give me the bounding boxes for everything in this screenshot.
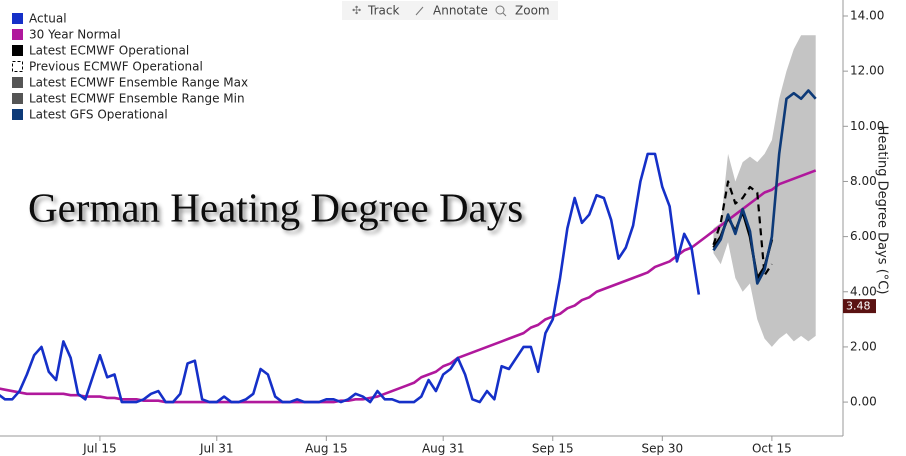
y-tick-label: 6.00 <box>850 229 877 243</box>
legend-label: Latest ECMWF Ensemble Range Max <box>29 76 248 90</box>
annotate-icon <box>415 6 424 16</box>
legend-swatch <box>12 61 23 72</box>
series-line <box>712 180 773 277</box>
x-tick-label: Sep 15 <box>532 442 574 456</box>
track-label[interactable]: Track <box>367 4 399 18</box>
x-tick-label: Sep 30 <box>641 442 683 456</box>
chart-title: German Heating Degree Days <box>28 184 523 230</box>
legend-swatch <box>12 13 23 24</box>
legend-label: Actual <box>29 12 67 26</box>
legend-label: Latest GFS Operational <box>29 108 168 122</box>
track-button[interactable]: ✣ Track <box>352 4 399 18</box>
y-tick-label: 14.00 <box>850 8 884 22</box>
y-tick-label: 8.00 <box>850 174 877 188</box>
last-value-label: 3.48 <box>846 300 871 313</box>
x-tick-label: Oct 15 <box>752 442 792 456</box>
x-tick-label: Jul 15 <box>82 442 117 456</box>
legend-label: Latest ECMWF Operational <box>29 44 189 58</box>
zoom-label[interactable]: Zoom <box>515 4 550 18</box>
y-tick-label: 12.00 <box>850 64 884 78</box>
y-tick-label: 10.00 <box>850 119 884 133</box>
legend-label: Previous ECMWF Operational <box>29 60 203 74</box>
legend: Actual 30 Year Normal Latest ECMWF Operati… <box>0 0 302 128</box>
series-line <box>712 89 817 285</box>
series-line <box>0 152 701 404</box>
y-tick-label: 4.00 <box>850 284 877 298</box>
annotate-label[interactable]: Annotate <box>433 4 488 18</box>
plot-area <box>0 35 817 404</box>
toolbar-bg <box>342 1 558 20</box>
x-tick-label: Aug 15 <box>305 442 348 456</box>
legend-swatch <box>12 45 23 56</box>
annotate-button[interactable]: Annotate <box>415 4 488 18</box>
y-axis-title: Heating Degree Days (°C) <box>875 126 890 295</box>
legend-label: 30 Year Normal <box>29 28 121 42</box>
x-tick-label: Aug 31 <box>422 442 465 456</box>
zoom-icon <box>495 5 505 15</box>
legend-bg <box>0 0 302 128</box>
legend-label: Latest ECMWF Ensemble Range Min <box>29 92 245 106</box>
legend-swatch <box>12 93 23 104</box>
toolbar: ✣ Track Annotate Zoom <box>342 1 558 20</box>
y-tick-label: 0.00 <box>850 395 877 409</box>
zoom-button[interactable]: Zoom <box>495 4 550 18</box>
x-tick-label: Jul 31 <box>199 442 234 456</box>
last-value-box <box>843 299 876 314</box>
zoom-icon-handle <box>502 12 507 17</box>
legend-swatch <box>12 29 23 40</box>
track-icon: ✣ <box>352 4 361 17</box>
y-tick-label: 2.00 <box>850 339 877 353</box>
legend-swatch <box>12 109 23 120</box>
legend-swatch <box>12 77 23 88</box>
